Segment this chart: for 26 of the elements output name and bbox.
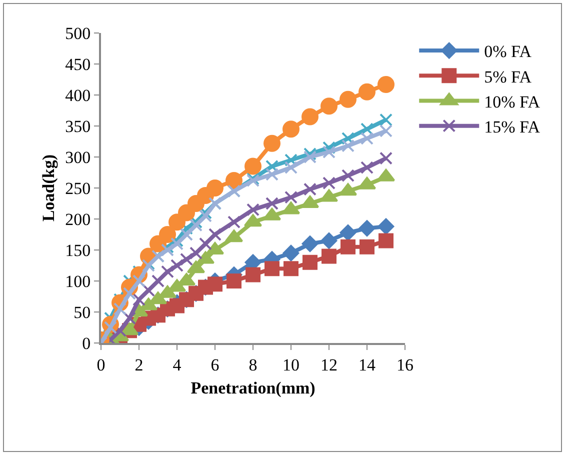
- y-tick-label: 0: [82, 334, 91, 353]
- y-tick-label: 50: [74, 302, 91, 322]
- x-tick-label: 14: [358, 355, 376, 374]
- x-tick-label: 16: [396, 355, 414, 374]
- y-tick-label: 350: [65, 116, 91, 136]
- y-tick-label: 450: [65, 54, 91, 74]
- x-tick-label: 2: [134, 355, 144, 374]
- y-tick-label: 250: [65, 178, 91, 198]
- legend-label: 15% FA: [484, 117, 541, 136]
- y-tick-label: 400: [65, 86, 91, 105]
- y-tick-label: 200: [65, 210, 91, 229]
- y-tick-label: 500: [65, 24, 91, 43]
- legend-label: 0% FA: [484, 42, 532, 62]
- y-tick-label: 100: [65, 272, 91, 291]
- y-axis-title: Load(kg): [39, 154, 58, 222]
- legend-label: 5% FA: [484, 67, 532, 86]
- x-tick-label: 8: [248, 355, 258, 374]
- x-tick-label: 10: [282, 355, 300, 374]
- x-tick-label: 0: [96, 355, 106, 374]
- y-tick-label: 300: [65, 148, 91, 167]
- legend-label: 10% FA: [484, 92, 541, 112]
- x-tick-label: 6: [210, 355, 220, 374]
- x-tick-label: 12: [320, 355, 338, 374]
- x-tick-label: 4: [172, 355, 182, 374]
- y-tick-label: 150: [65, 240, 91, 260]
- x-axis-title: Penetration(mm): [190, 378, 316, 398]
